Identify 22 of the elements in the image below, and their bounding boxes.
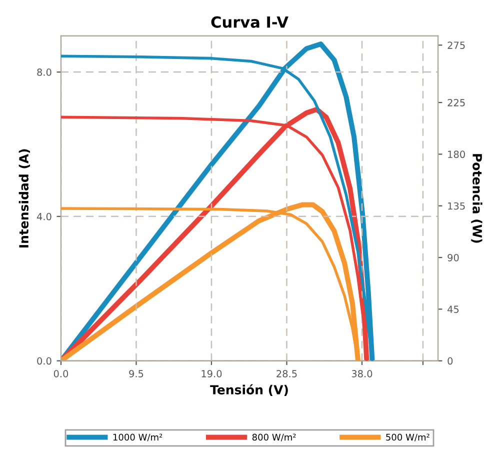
- y2-axis-title: Potencia (W): [471, 154, 482, 243]
- y-tick-label: 8.0: [37, 68, 52, 76]
- y-tick-label: 0.0: [37, 357, 52, 365]
- x-axis-title: Tensión (V): [210, 384, 288, 396]
- y-axis-title: Intensidad (A): [18, 149, 30, 248]
- y2-tick-label: 90: [448, 254, 459, 262]
- legend-label: 500 W/m²: [386, 434, 430, 442]
- x-tick-label: 28.5: [276, 370, 297, 378]
- y-tick-label: 4.0: [36, 212, 52, 220]
- legend-label: 1000 W/m²: [113, 434, 162, 442]
- y2-tick-label: 135: [448, 202, 465, 210]
- y2-tick-label: 225: [448, 99, 465, 106]
- chart-title: Curva I-V: [211, 16, 288, 28]
- x-tick-label: 9.5: [129, 370, 144, 378]
- x-tick-label: 19.0: [202, 370, 222, 378]
- y2-tick-label: 0: [448, 357, 453, 365]
- legend-label: 800 W/m²: [252, 434, 296, 442]
- y2-tick-label: 45: [448, 306, 459, 313]
- x-tick-label: 0.0: [54, 370, 68, 378]
- x-tick-label: 38.0: [352, 370, 372, 378]
- y2-tick-label: 180: [448, 150, 465, 158]
- y2-tick-label: 275: [448, 42, 465, 49]
